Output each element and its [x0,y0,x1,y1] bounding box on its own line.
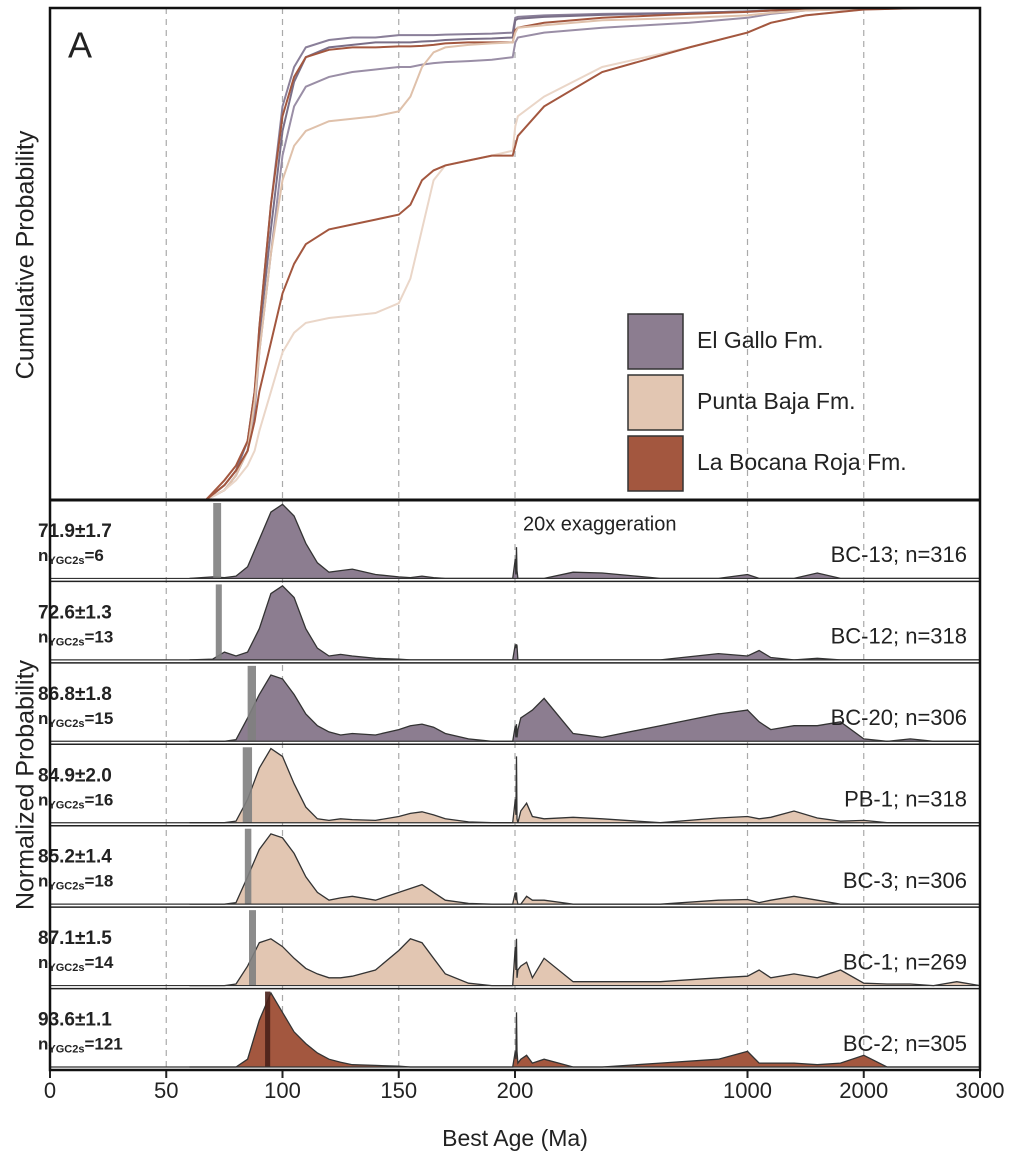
sample-label: BC-1; n=269 [843,949,967,974]
sample-label: BC-12; n=318 [831,624,967,649]
ygc-n-label: nYGC2s=14 [38,954,114,974]
legend-label: El Gallo Fm. [697,327,824,353]
density-curve [189,674,980,742]
ygc-age-label: 84.9±2.0 [38,765,112,786]
n-subscript: YGC2s [48,962,84,974]
plot-frame [48,6,982,1072]
n-subscript: YGC2s [48,718,84,730]
ygc-age-label: 93.6±1.1 [38,1010,112,1031]
legend-swatch [627,435,684,492]
n-subscript: YGC2s [48,636,84,648]
ygc-bar [265,991,271,1067]
x-tick-label: 0 [44,1078,56,1103]
y-axis-label: Normalized Probability [12,659,40,910]
n-value: =14 [84,954,113,973]
x-tick-label: 3000 [956,1078,1005,1103]
n-symbol: n [38,872,48,891]
n-symbol: n [38,628,48,647]
ygc-age-label: 86.8±1.8 [38,684,112,705]
sample-label: PB-1; n=318 [844,787,967,812]
x-tick-label: 1000 [723,1078,772,1103]
ygc-bar [244,828,252,905]
n-symbol: n [38,954,48,973]
density-curve [189,747,980,824]
density-curve [189,503,980,580]
ygc-age-label: 72.6±1.3 [38,602,112,623]
ygc-age-label: 71.9±1.7 [38,521,112,542]
ygc-bar [249,910,256,986]
n-symbol: n [38,546,48,565]
ygc-bar [242,747,253,823]
n-subscript: YGC2s [48,1043,84,1055]
n-value: =121 [84,1035,122,1054]
ygc-n-label: nYGC2s=13 [38,628,113,648]
annotation: 20x exaggeration [523,513,676,535]
cumulative-curve [205,7,980,501]
n-subscript: YGC2s [48,881,84,893]
n-symbol: n [38,1035,48,1054]
n-symbol: n [38,709,48,728]
density-curve [189,938,981,987]
ygc-bar [247,665,256,742]
ygc-n-label: nYGC2s=18 [38,872,113,892]
n-value: =13 [84,628,113,647]
x-tick-label: 50 [154,1078,178,1103]
legend-label: La Bocana Roja Fm. [697,449,907,475]
ygc-bar [215,584,222,660]
x-tick-label: 150 [380,1078,417,1103]
legend-label: Punta Baja Fm. [697,388,856,414]
panel-label: A [68,25,92,66]
cumulative-curve [205,7,980,501]
sample-label: BC-3; n=306 [843,868,967,893]
sample-label: BC-13; n=316 [831,542,967,567]
ygc-n-label: nYGC2s=121 [38,1035,123,1055]
sample-label: BC-20; n=306 [831,705,967,730]
n-value: =18 [84,872,113,891]
x-tick-label: 2000 [839,1078,888,1103]
cumulative-curve [205,7,980,501]
legend-swatch [627,313,684,370]
sample-label: BC-2; n=305 [843,1031,967,1056]
x-axis-label: Best Age (Ma) [442,1125,588,1151]
x-tick-label: 200 [497,1078,534,1103]
ygc-age-label: 85.2±1.4 [38,847,112,868]
ygc-n-label: nYGC2s=15 [38,709,113,729]
density-curve [189,833,980,905]
ygc-n-label: nYGC2s=6 [38,546,104,566]
ygc-n-label: nYGC2s=16 [38,791,113,811]
n-symbol: n [38,791,48,810]
ygc-bar [213,503,222,579]
x-tick-label: 100 [264,1078,301,1103]
n-value: =15 [84,709,113,728]
y-axis-label: Cumulative Probability [12,130,40,379]
ygc-age-label: 87.1±1.5 [38,928,112,949]
legend-swatch [627,374,684,431]
n-value: =6 [84,546,103,565]
n-subscript: YGC2s [48,799,84,811]
n-value: =16 [84,791,113,810]
n-subscript: YGC2s [48,555,84,567]
